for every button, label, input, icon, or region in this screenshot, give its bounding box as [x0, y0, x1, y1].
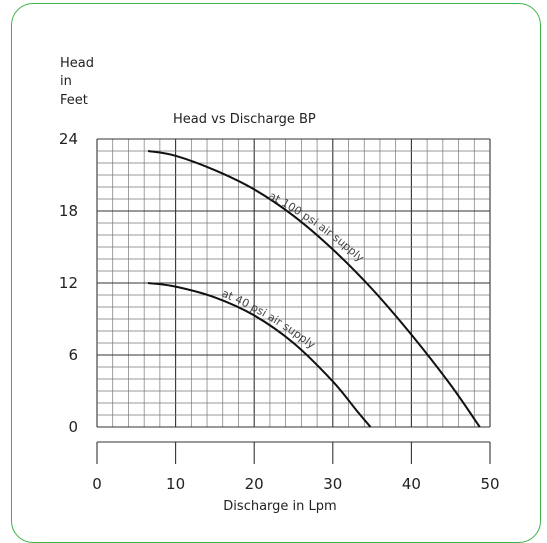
x-tick-label: 10	[166, 475, 185, 493]
y-tick-label: 18	[59, 202, 78, 220]
chart-title: Head vs Discharge BP	[173, 112, 316, 127]
y-axis-label-line-1: Head	[60, 56, 94, 71]
x-tick-label: 0	[92, 475, 102, 493]
series-curves	[147, 150, 481, 428]
x-tick-label: 40	[402, 475, 421, 493]
y-axis-label-line-3: Feet	[60, 93, 88, 108]
tick-labels: 0 10 20 30 40 50 0 6 12 18 24	[59, 130, 500, 493]
series-line-100psi	[147, 150, 481, 428]
axes	[96, 441, 491, 464]
y-tick-label: 12	[59, 274, 78, 292]
y-tick-label: 24	[59, 130, 78, 148]
x-tick-label: 50	[480, 475, 499, 493]
y-tick-label: 6	[68, 346, 78, 364]
series-line-40psi	[147, 282, 372, 428]
series-label-100psi: at 100 psi air supply	[267, 189, 367, 265]
y-axis-label-line-2: in	[60, 74, 72, 89]
grid	[96, 138, 491, 428]
x-tick-label: 20	[245, 475, 264, 493]
y-tick-label: 0	[68, 418, 78, 436]
x-axis-label: Discharge in Lpm	[223, 499, 336, 514]
x-tick-label: 30	[323, 475, 342, 493]
